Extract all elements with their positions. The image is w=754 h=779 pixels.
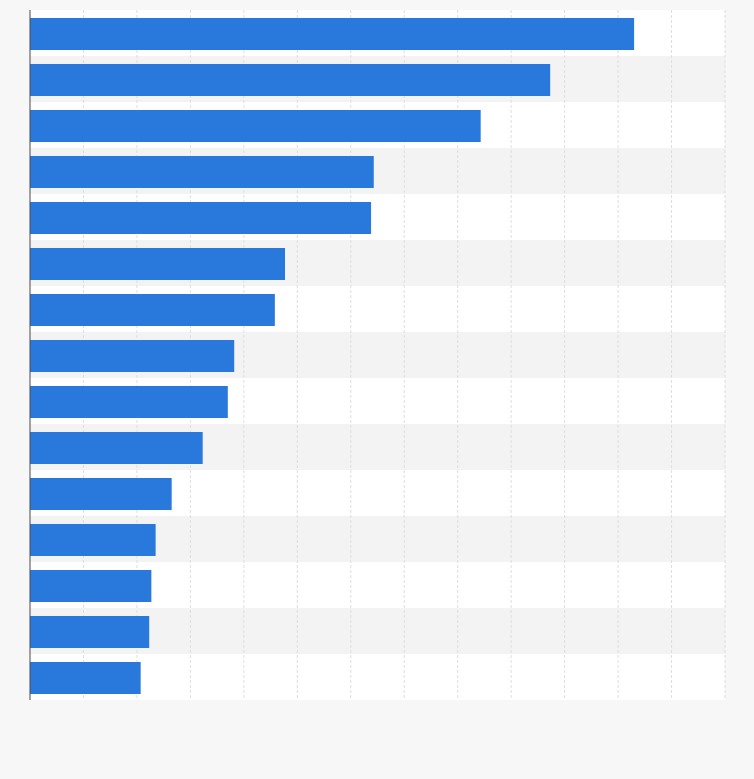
bar — [30, 662, 141, 694]
bar — [30, 340, 235, 372]
bar — [30, 524, 156, 556]
bar-series — [30, 18, 635, 694]
bar — [30, 248, 286, 280]
bar — [30, 202, 372, 234]
bar — [30, 432, 203, 464]
bar — [30, 616, 150, 648]
bar — [30, 64, 551, 96]
bar — [30, 294, 275, 326]
bar — [30, 18, 635, 50]
row-band — [30, 654, 725, 700]
bar — [30, 386, 228, 418]
bar — [30, 570, 152, 602]
bar — [30, 478, 172, 510]
bar — [30, 156, 374, 188]
bar — [30, 110, 481, 142]
